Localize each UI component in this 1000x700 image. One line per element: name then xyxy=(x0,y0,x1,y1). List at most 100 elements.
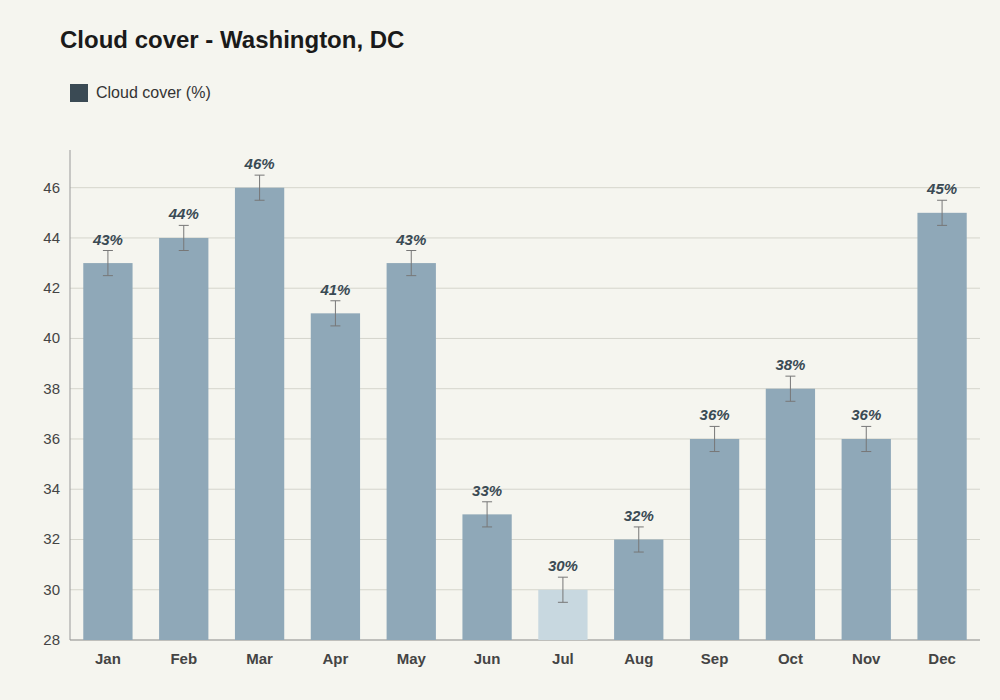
error-bar-stem xyxy=(714,426,715,451)
error-bar-stem xyxy=(487,502,488,527)
error-bar-stem xyxy=(107,251,108,276)
y-tick-label: 36 xyxy=(43,430,60,447)
error-bar-cap xyxy=(558,602,568,603)
error-bar-stem xyxy=(562,577,563,602)
bar xyxy=(462,514,511,640)
data-label: 38% xyxy=(775,356,805,373)
data-labels: 43%44%46%41%43%33%30%32%36%38%36%45% xyxy=(92,155,957,574)
error-bar xyxy=(482,502,492,527)
data-label: 43% xyxy=(92,231,123,248)
y-tick-label: 30 xyxy=(43,581,60,598)
error-bar xyxy=(937,200,947,225)
error-bar xyxy=(179,225,189,250)
legend: Cloud cover (%) xyxy=(70,84,211,102)
bar xyxy=(235,188,284,640)
error-bar-cap xyxy=(937,225,947,226)
error-bar-cap xyxy=(406,275,416,276)
error-bar-cap xyxy=(179,225,189,226)
error-bar xyxy=(785,376,795,401)
data-label: 32% xyxy=(624,507,654,524)
data-label: 44% xyxy=(168,205,199,222)
title: Cloud cover - Washington, DC xyxy=(60,26,404,53)
error-bar-stem xyxy=(335,301,336,326)
error-bar-cap xyxy=(482,526,492,527)
bar xyxy=(766,389,815,640)
error-bar-cap xyxy=(482,501,492,502)
bar xyxy=(614,539,663,640)
error-bar-cap xyxy=(710,451,720,452)
background xyxy=(0,0,1000,700)
y-tick-label: 38 xyxy=(43,380,60,397)
x-tick-label: Dec xyxy=(928,650,956,667)
x-tick-label: Jun xyxy=(474,650,501,667)
y-tick-label: 28 xyxy=(43,631,60,648)
error-bar xyxy=(103,251,113,276)
error-bar-cap xyxy=(558,577,568,578)
data-label: 43% xyxy=(395,231,426,248)
x-axis: JanFebMarAprMayJunJulAugSepOctNovDec xyxy=(95,650,956,667)
x-tick-label: Aug xyxy=(624,650,653,667)
plot-area xyxy=(83,175,966,640)
y-axis: 28 30 32 34 36 38 40 42 44 46 xyxy=(43,150,980,648)
error-bar-cap xyxy=(634,552,644,553)
y-tick-label: 46 xyxy=(43,179,60,196)
error-bar-cap xyxy=(255,175,265,176)
y-tick-label: 40 xyxy=(43,329,60,346)
bar xyxy=(83,263,132,640)
legend-swatch xyxy=(70,84,88,102)
bar xyxy=(159,238,208,640)
bar xyxy=(387,263,436,640)
error-bar-cap xyxy=(406,250,416,251)
page: {"chart_data": {"type": "bar", "title": … xyxy=(0,0,1000,700)
data-label: 45% xyxy=(926,180,957,197)
data-label: 33% xyxy=(472,482,502,499)
data-label: 36% xyxy=(700,406,730,423)
data-label: 36% xyxy=(851,406,881,423)
y-tick-label: 44 xyxy=(43,229,60,246)
bar xyxy=(311,313,360,640)
bar xyxy=(690,439,739,640)
y-tick-label: 34 xyxy=(43,480,60,497)
error-bar-stem xyxy=(638,527,639,552)
y-axis-line xyxy=(70,150,71,640)
error-bar-cap xyxy=(255,200,265,201)
error-bar-cap xyxy=(785,376,795,377)
error-bar xyxy=(330,301,340,326)
error-bar-stem xyxy=(790,376,791,401)
error-bar-cap xyxy=(785,401,795,402)
grid xyxy=(70,188,980,640)
error-bar-stem xyxy=(259,175,260,200)
y-tick-label: 32 xyxy=(43,530,60,547)
error-bar xyxy=(634,527,644,552)
y-tick-label: 42 xyxy=(43,279,60,296)
error-bar xyxy=(406,251,416,276)
grid-line xyxy=(70,187,980,188)
error-bar-cap xyxy=(861,451,871,452)
error-bar-cap xyxy=(861,426,871,427)
error-bar-stem xyxy=(942,200,943,225)
chart-container: Cloud cover - Washington, DC Cloud cover … xyxy=(0,0,1000,700)
error-bar-cap xyxy=(937,200,947,201)
error-bar-cap xyxy=(710,426,720,427)
x-tick-label: May xyxy=(397,650,427,667)
legend-label: Cloud cover (%) xyxy=(96,84,211,101)
x-tick-label: Mar xyxy=(246,650,273,667)
error-bar xyxy=(255,175,265,200)
bar xyxy=(917,213,966,640)
error-bar-cap xyxy=(634,526,644,527)
error-bar-cap xyxy=(103,250,113,251)
data-label: 30% xyxy=(548,557,578,574)
error-bar-stem xyxy=(183,225,184,250)
x-tick-label: Nov xyxy=(852,650,881,667)
error-bar-cap xyxy=(179,250,189,251)
error-bar xyxy=(710,426,720,451)
bar xyxy=(842,439,891,640)
x-tick-label: Oct xyxy=(778,650,803,667)
chart-svg: Cloud cover - Washington, DC Cloud cover … xyxy=(0,0,1000,700)
x-tick-label: Jan xyxy=(95,650,121,667)
error-bar xyxy=(558,577,568,602)
data-label: 41% xyxy=(319,281,350,298)
error-bar-cap xyxy=(330,300,340,301)
x-tick-label: Feb xyxy=(170,650,197,667)
error-bar-stem xyxy=(411,251,412,276)
